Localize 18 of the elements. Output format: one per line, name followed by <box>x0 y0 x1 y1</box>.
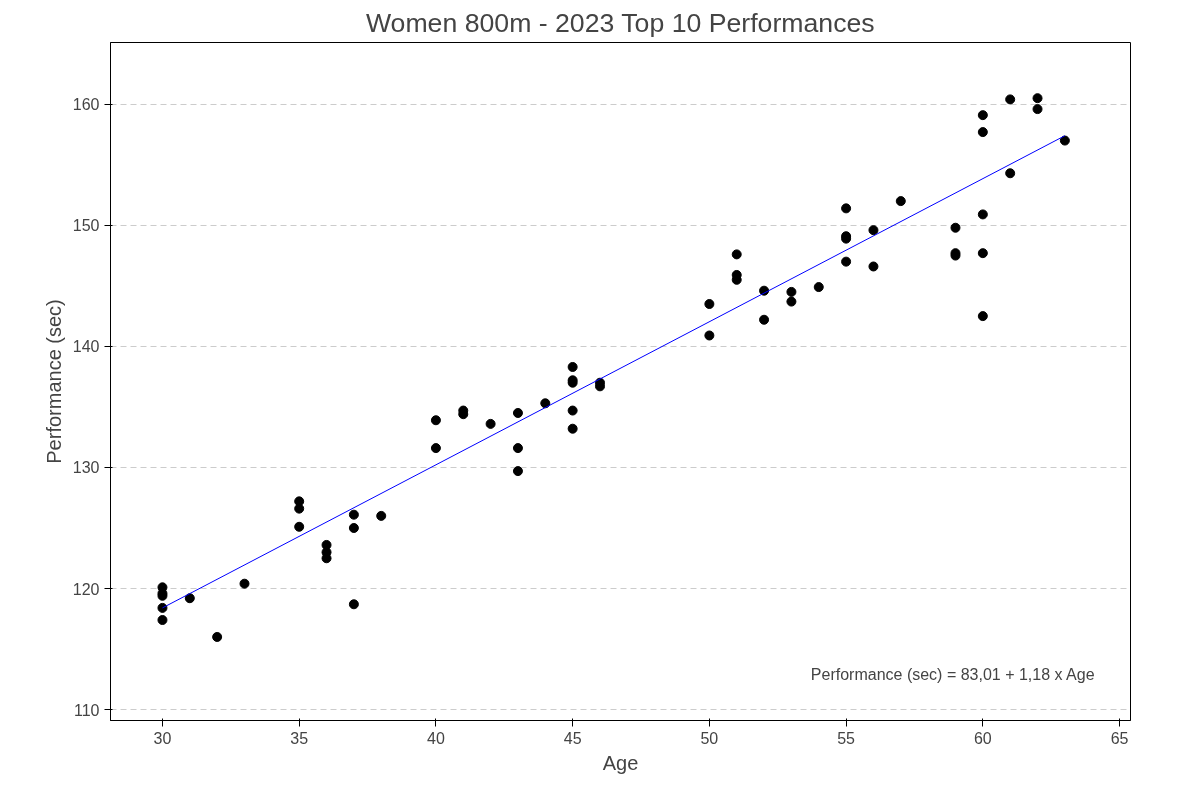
y-tick-label: 150 <box>72 217 100 235</box>
x-tick-label: 55 <box>837 729 856 747</box>
x-tick-label: 40 <box>427 729 445 747</box>
annotation: Performance (sec) = 83,01 + 1,18 x Age <box>810 666 1095 684</box>
x-tick-label: 35 <box>290 729 309 747</box>
y-tick-label: 110 <box>73 701 100 719</box>
y-tick-label: 130 <box>72 459 100 477</box>
y-tick-label: 120 <box>72 580 100 598</box>
x-tick-label: 50 <box>700 729 719 747</box>
y-axis-title: Performance (sec) <box>42 299 65 464</box>
x-tick-label: 45 <box>563 729 582 747</box>
x-tick-label: 30 <box>153 729 172 747</box>
x-axis-title: Age <box>602 751 639 774</box>
chart-title: Women 800m - 2023 Top 10 Performances <box>365 7 875 38</box>
x-tick-label: 65 <box>1110 729 1129 747</box>
y-tick-label: 160 <box>72 96 100 114</box>
y-tick-label: 140 <box>72 338 100 356</box>
x-tick-label: 60 <box>973 729 992 747</box>
